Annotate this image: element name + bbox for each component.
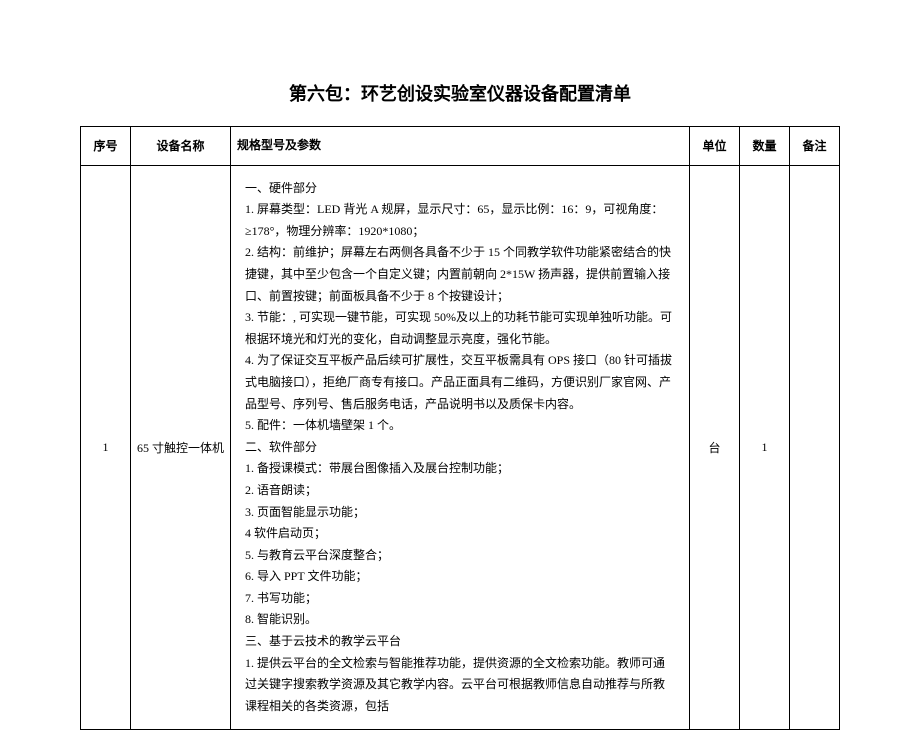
spec-line: 5. 配件：一体机墙壁架 1 个。 (245, 415, 675, 437)
spec-content: 一、硬件部分 1. 屏幕类型：LED 背光 A 规屏，显示尺寸：65，显示比例：… (237, 174, 683, 722)
spec-line: 1. 提供云平台的全文检索与智能推荐功能，提供资源的全文检索功能。教师可通过关键… (245, 653, 675, 718)
cell-seq: 1 (81, 165, 131, 730)
cell-name: 65 寸触控一体机 (131, 165, 231, 730)
spec-line: 4. 为了保证交互平板产品后续可扩展性，交互平板需具有 OPS 接口（80 针可… (245, 350, 675, 415)
col-header-unit: 单位 (690, 127, 740, 166)
spec-line: 7. 书写功能； (245, 588, 675, 610)
spec-line: 二、软件部分 (245, 437, 675, 459)
document-title: 第六包：环艺创设实验室仪器设备配置清单 (80, 80, 840, 106)
spec-line: 3. 页面智能显示功能； (245, 502, 675, 524)
spec-line: 6. 导入 PPT 文件功能； (245, 566, 675, 588)
spec-line: 5. 与教育云平台深度整合； (245, 545, 675, 567)
spec-line: 2. 结构：前维护；屏幕左右两侧各具备不少于 15 个同教学软件功能紧密结合的快… (245, 242, 675, 307)
spec-line: 1. 屏幕类型：LED 背光 A 规屏，显示尺寸：65，显示比例：16：9，可视… (245, 199, 675, 242)
equipment-table: 序号 设备名称 规格型号及参数 单位 数量 备注 1 65 寸触控一体机 一、硬… (80, 126, 840, 730)
cell-unit: 台 (690, 165, 740, 730)
spec-line: 1. 备授课模式：带展台图像插入及展台控制功能； (245, 458, 675, 480)
col-header-seq: 序号 (81, 127, 131, 166)
cell-spec: 一、硬件部分 1. 屏幕类型：LED 背光 A 规屏，显示尺寸：65，显示比例：… (231, 165, 690, 730)
spec-line: 一、硬件部分 (245, 178, 675, 200)
cell-note (790, 165, 840, 730)
table-header-row: 序号 设备名称 规格型号及参数 单位 数量 备注 (81, 127, 840, 166)
spec-line: 2. 语音朗读； (245, 480, 675, 502)
spec-line: 8. 智能识别。 (245, 609, 675, 631)
spec-line: 4 软件启动页； (245, 523, 675, 545)
cell-qty: 1 (740, 165, 790, 730)
table-row: 1 65 寸触控一体机 一、硬件部分 1. 屏幕类型：LED 背光 A 规屏，显… (81, 165, 840, 730)
spec-line: 3. 节能：, 可实现一键节能，可实现 50%及以上的功耗节能可实现单独听功能。… (245, 307, 675, 350)
col-header-name: 设备名称 (131, 127, 231, 166)
col-header-note: 备注 (790, 127, 840, 166)
spec-line: 三、基于云技术的教学云平台 (245, 631, 675, 653)
col-header-spec: 规格型号及参数 (231, 127, 690, 166)
col-header-qty: 数量 (740, 127, 790, 166)
